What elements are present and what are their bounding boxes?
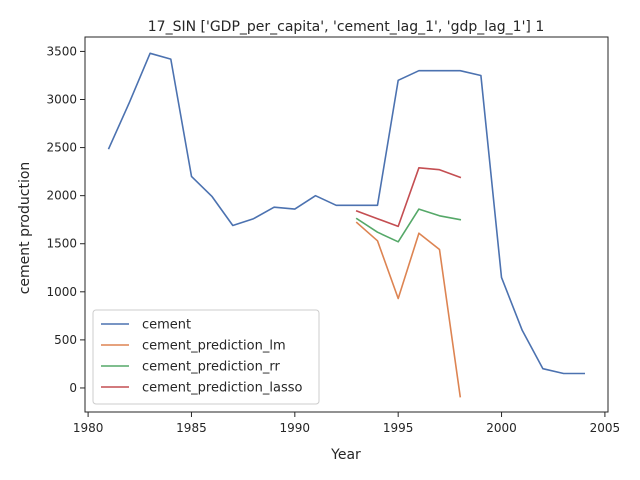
x-tick-label: 1985 [176, 421, 207, 435]
x-tick-label: 1990 [280, 421, 311, 435]
legend-label: cement_prediction_lasso [142, 381, 302, 396]
y-tick-label: 500 [54, 333, 77, 347]
legend-label: cement_prediction_rr [142, 360, 280, 375]
series-line-cement [107, 52, 586, 375]
legend-box [92, 309, 320, 405]
x-tick-label: 2000 [486, 421, 517, 435]
legend-label: cement_prediction_lm [142, 339, 286, 354]
x-axis: 1980 1985 1990 1995 2000 2005 [73, 412, 620, 435]
series-layer [107, 52, 586, 398]
legend: cement cement_prediction_lm cement_predict… [92, 309, 320, 405]
y-tick-label: 3000 [46, 93, 77, 107]
y-tick-label: 2500 [46, 141, 77, 155]
y-axis-label: cement production [17, 162, 33, 295]
y-tick-label: 1000 [46, 285, 77, 299]
x-tick-label: 1995 [383, 421, 414, 435]
y-tick-label: 3500 [46, 44, 77, 58]
y-tick-label: 0 [69, 381, 77, 395]
x-tick-label: 2005 [590, 421, 621, 435]
series-line-cement-prediction-rr [355, 208, 462, 243]
x-axis-label: Year [330, 447, 361, 463]
chart-title: 17_SIN ['GDP_per_capita', 'cement_lag_1'… [148, 19, 544, 35]
legend-label: cement [142, 318, 191, 333]
y-tick-label: 1500 [46, 237, 77, 251]
series-line-cement-prediction-lm [355, 221, 462, 398]
plot-frame [84, 36, 609, 413]
series-line-cement-prediction-lasso [355, 167, 462, 228]
y-tick-label: 2000 [46, 189, 77, 203]
x-tick-label: 1980 [73, 421, 104, 435]
y-axis: 0 500 1000 1500 2000 2500 3000 3500 [46, 44, 85, 395]
